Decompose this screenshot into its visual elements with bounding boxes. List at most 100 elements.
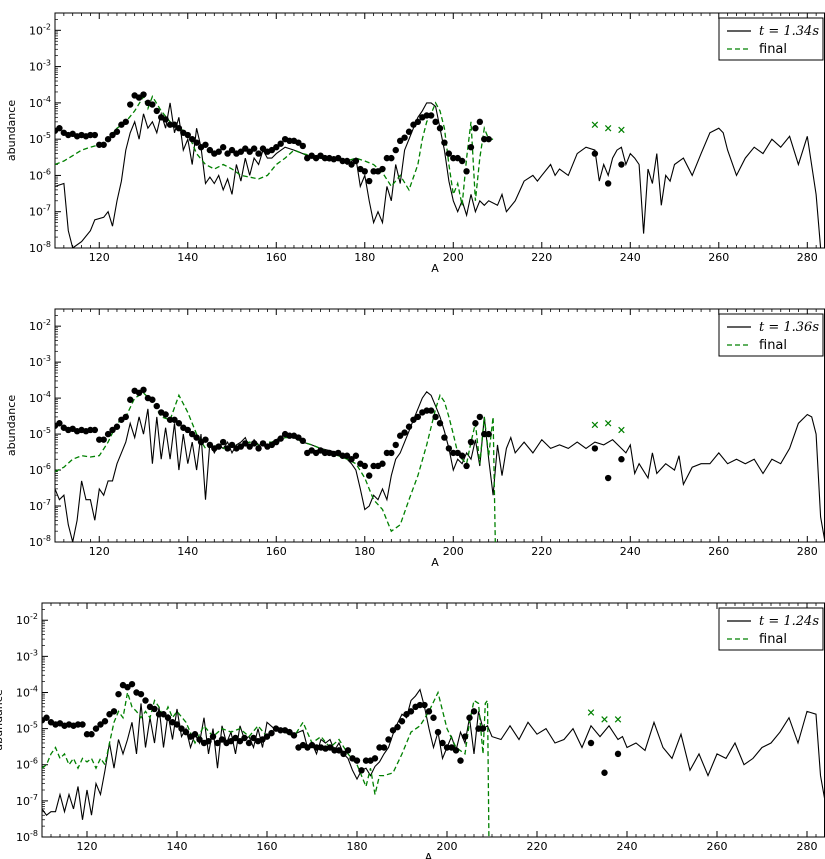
legend: t = 1.34s final: [718, 17, 824, 61]
solar-point: [401, 134, 408, 141]
solar-point: [427, 112, 435, 119]
solar-point: [206, 441, 214, 449]
legend-final-label: final: [759, 42, 787, 57]
x-tick-label: 140: [167, 840, 188, 853]
solar-point: [421, 701, 428, 709]
solar-point: [348, 456, 355, 463]
solar-point: [246, 148, 253, 155]
series-time-line: [55, 391, 825, 542]
y-axis-label: abundance: [5, 100, 18, 161]
solar-point: [414, 413, 422, 421]
y-tick-label: 10-3: [29, 59, 51, 74]
solar-point: [100, 436, 107, 443]
solar-point: [215, 443, 222, 450]
solar-point: [407, 708, 415, 715]
solar-point: [458, 452, 466, 459]
solar-point: [436, 420, 444, 427]
solar-point: [128, 680, 136, 688]
y-tick-label: 10-5: [29, 131, 51, 146]
solar-point: [392, 146, 399, 154]
x-tick-label: 200: [443, 251, 464, 264]
solar-point: [255, 445, 262, 452]
cross-marker: [614, 716, 622, 723]
series-time-line: [42, 688, 825, 820]
solar-point: [389, 727, 397, 734]
series-final-line: [42, 690, 490, 837]
solar-point: [479, 725, 487, 732]
solar-point: [79, 721, 86, 728]
y-tick-label: 10-8: [29, 240, 51, 255]
solar-point: [250, 440, 258, 447]
x-tick-label: 160: [257, 840, 278, 853]
solar-point: [286, 728, 293, 736]
x-axis-label: A: [431, 262, 439, 275]
solar-point: [481, 135, 488, 143]
legend-final-label: final: [759, 632, 787, 647]
solar-point: [137, 690, 145, 698]
x-axis-label: A: [425, 851, 433, 859]
x-tick-label: 160: [266, 545, 287, 558]
solar-point: [295, 139, 302, 146]
solar-point: [371, 755, 379, 762]
solar-point: [202, 436, 209, 443]
solar-point: [184, 426, 191, 434]
solar-point: [162, 116, 169, 123]
solar-point: [219, 144, 227, 151]
x-tick-label: 220: [531, 251, 552, 264]
solar-point: [87, 131, 94, 139]
solar-point: [91, 131, 99, 139]
y-tick-label: 10-2: [29, 318, 51, 333]
solar-point: [74, 721, 82, 728]
solar-point: [104, 430, 112, 438]
solar-point: [202, 141, 209, 148]
x-tick-label: 220: [531, 545, 552, 558]
solar-point: [481, 430, 488, 438]
solar-point: [445, 150, 453, 157]
solar-point: [348, 161, 355, 168]
solar-point: [370, 462, 377, 470]
solar-point: [196, 736, 203, 743]
solar-point: [361, 168, 368, 175]
solar-point: [255, 150, 262, 157]
solar-point: [299, 437, 307, 445]
solar-point: [445, 445, 453, 452]
y-tick-label: 10-5: [16, 721, 38, 736]
solar-point: [246, 443, 253, 450]
solar-point: [379, 460, 386, 467]
solar-point: [485, 135, 492, 143]
solar-point: [340, 750, 347, 758]
solar-point: [376, 744, 383, 751]
solar-point: [392, 441, 399, 449]
cross-marker: [601, 716, 608, 723]
solar-point: [87, 426, 94, 434]
solar-point: [242, 145, 249, 152]
y-tick-label: 10-8: [29, 534, 51, 549]
x-tick-label: 280: [797, 840, 818, 853]
solar-point: [155, 711, 163, 718]
solar-point: [370, 168, 377, 175]
solar-point: [175, 420, 183, 427]
solar-point: [434, 728, 442, 736]
solar-point: [362, 757, 370, 764]
x-tick-label: 120: [89, 251, 110, 264]
solar-point: [88, 731, 95, 738]
solar-point: [427, 407, 435, 414]
y-tick-label: 10-6: [29, 167, 51, 182]
solar-point: [250, 734, 257, 742]
x-tick-label: 280: [797, 251, 818, 264]
solar-point: [162, 411, 169, 418]
plot-area: [42, 680, 825, 837]
solar-point: [321, 449, 329, 457]
solar-point: [618, 161, 625, 168]
solar-point: [396, 137, 404, 145]
solar-point: [405, 128, 413, 135]
solar-point: [259, 145, 267, 152]
solar-point: [587, 739, 595, 747]
solar-point: [236, 737, 244, 745]
solar-point: [241, 734, 248, 742]
solar-point: [160, 711, 167, 718]
cross-marker: [587, 709, 595, 716]
y-tick-label: 10-2: [16, 612, 38, 627]
solar-point: [339, 157, 346, 165]
